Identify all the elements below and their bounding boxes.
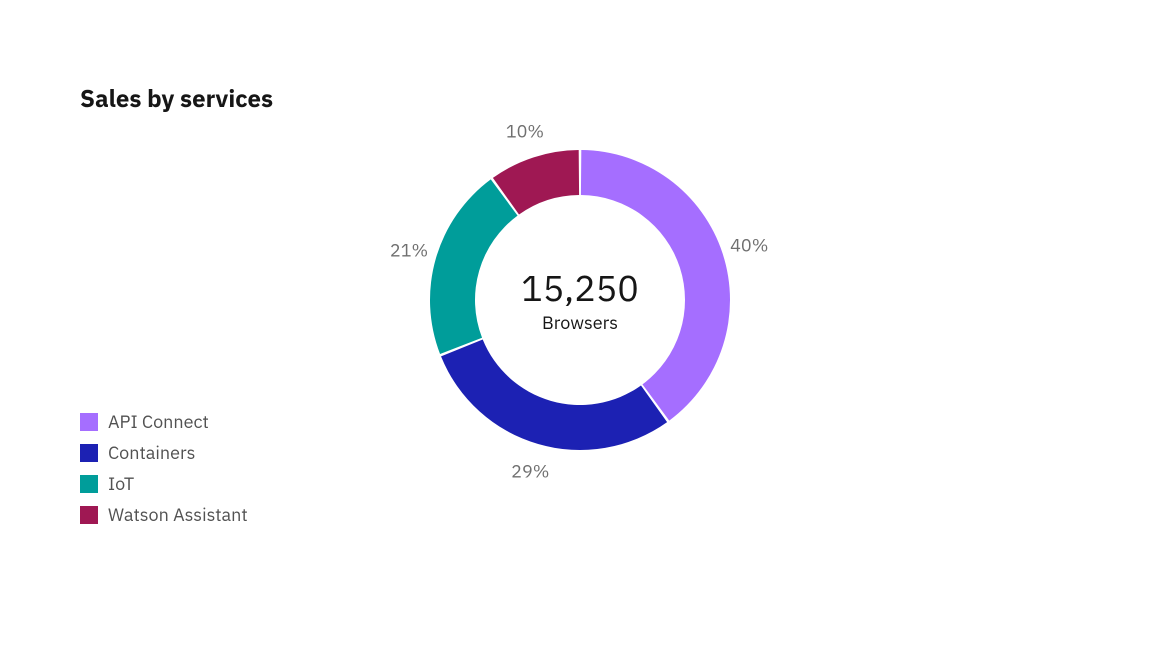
pct-label: 29%	[511, 459, 549, 482]
center-value: 15,250	[521, 266, 639, 309]
center-label: Browsers	[521, 311, 639, 334]
legend-item[interactable]: IoT	[80, 472, 248, 495]
pct-label: 10%	[506, 119, 544, 142]
legend-swatch	[80, 506, 98, 524]
legend-item[interactable]: API Connect	[80, 410, 248, 433]
donut-slice[interactable]	[430, 179, 518, 354]
legend: API Connect Containers IoT Watson Assist…	[80, 410, 248, 534]
legend-label: Containers	[108, 441, 195, 464]
legend-item[interactable]: Containers	[80, 441, 248, 464]
donut-center: 15,250 Browsers	[521, 266, 639, 334]
legend-label: API Connect	[108, 410, 209, 433]
donut-chart: 15,250 Browsers 40%29%21%10%	[420, 140, 740, 460]
pct-label: 40%	[730, 233, 768, 256]
legend-swatch	[80, 444, 98, 462]
donut-slice[interactable]	[441, 340, 667, 450]
legend-item[interactable]: Watson Assistant	[80, 503, 248, 526]
legend-swatch	[80, 413, 98, 431]
pct-label: 21%	[390, 239, 428, 262]
legend-swatch	[80, 475, 98, 493]
legend-label: Watson Assistant	[108, 503, 248, 526]
legend-label: IoT	[108, 472, 134, 495]
chart-title: Sales by services	[80, 82, 273, 114]
